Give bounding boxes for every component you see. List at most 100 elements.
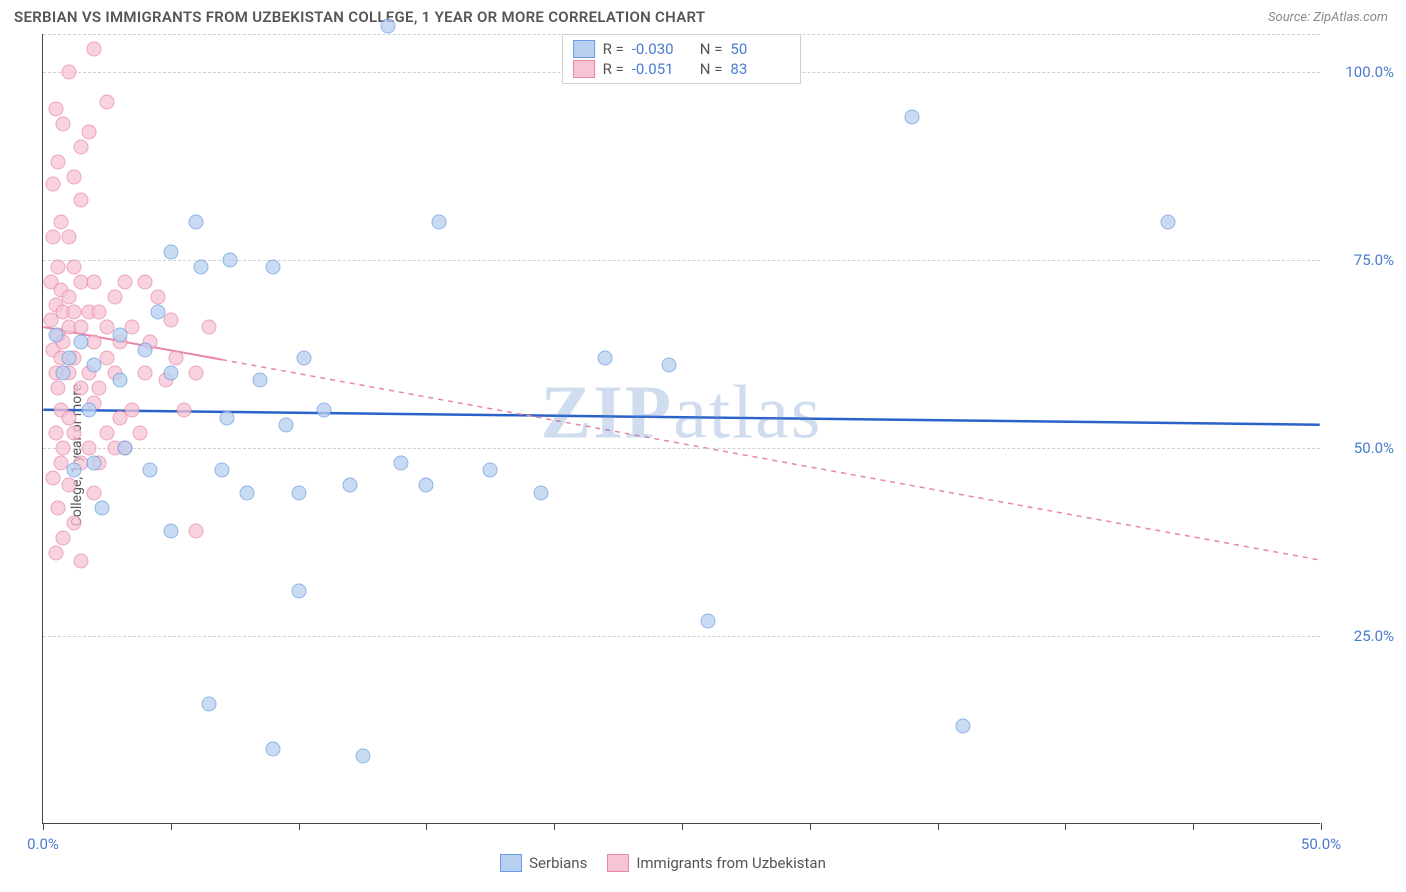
scatter-point — [92, 305, 107, 320]
scatter-point — [66, 260, 81, 275]
legend-label: Serbians — [529, 854, 587, 872]
y-tick-label: 25.0% — [1330, 627, 1394, 645]
legend-n-value: 83 — [730, 60, 790, 78]
scatter-point — [92, 380, 107, 395]
scatter-point — [189, 523, 204, 538]
gridline — [43, 636, 1320, 637]
scatter-point — [94, 501, 109, 516]
scatter-point — [99, 94, 114, 109]
scatter-point — [163, 365, 178, 380]
scatter-point — [112, 327, 127, 342]
scatter-point — [74, 192, 89, 207]
scatter-point — [151, 290, 166, 305]
scatter-point — [202, 696, 217, 711]
scatter-point — [266, 260, 281, 275]
scatter-point — [956, 719, 971, 734]
scatter-point — [168, 350, 183, 365]
scatter-point — [393, 455, 408, 470]
chart-container: College, 1 year or more ZIPatlas R =-0.0… — [0, 30, 1406, 880]
legend-correlation: R =-0.030N =50R =-0.051N =83 — [562, 34, 802, 84]
scatter-point — [51, 501, 66, 516]
scatter-point — [291, 583, 306, 598]
legend-series: Serbians Immigrants from Uzbekistan — [0, 854, 1326, 872]
scatter-point — [66, 169, 81, 184]
scatter-point — [51, 260, 66, 275]
scatter-point — [61, 230, 76, 245]
legend-n-label: N = — [700, 40, 723, 58]
scatter-point — [138, 365, 153, 380]
scatter-point — [82, 440, 97, 455]
chart-header: SERBIAN VS IMMIGRANTS FROM UZBEKISTAN CO… — [0, 0, 1406, 30]
scatter-point — [117, 440, 132, 455]
scatter-point — [143, 463, 158, 478]
scatter-point — [202, 320, 217, 335]
scatter-point — [48, 546, 63, 561]
legend-swatch — [573, 60, 595, 78]
legend-r-label: R = — [603, 40, 624, 58]
scatter-point — [163, 312, 178, 327]
x-tick-label: 0.0% — [27, 835, 59, 853]
legend-r-value: -0.030 — [632, 40, 692, 58]
scatter-point — [56, 365, 71, 380]
x-tick — [1065, 823, 1066, 830]
scatter-point — [66, 516, 81, 531]
scatter-point — [107, 290, 122, 305]
scatter-point — [61, 410, 76, 425]
scatter-point — [112, 373, 127, 388]
scatter-point — [82, 403, 97, 418]
scatter-point — [163, 523, 178, 538]
scatter-point — [189, 215, 204, 230]
scatter-point — [133, 425, 148, 440]
scatter-point — [74, 553, 89, 568]
x-tick — [1193, 823, 1194, 830]
chart-title: SERBIAN VS IMMIGRANTS FROM UZBEKISTAN CO… — [14, 8, 705, 26]
scatter-point — [46, 177, 61, 192]
scatter-point — [66, 305, 81, 320]
scatter-point — [240, 485, 255, 500]
scatter-point — [381, 19, 396, 34]
x-tick — [1321, 823, 1322, 830]
x-tick — [810, 823, 811, 830]
scatter-point — [99, 350, 114, 365]
scatter-point — [905, 109, 920, 124]
y-tick-label: 75.0% — [1330, 251, 1394, 269]
scatter-point — [253, 373, 268, 388]
scatter-point — [296, 350, 311, 365]
scatter-point — [48, 327, 63, 342]
legend-r-value: -0.051 — [632, 60, 692, 78]
scatter-point — [355, 749, 370, 764]
scatter-point — [278, 418, 293, 433]
scatter-point — [46, 470, 61, 485]
scatter-point — [61, 64, 76, 79]
scatter-point — [61, 350, 76, 365]
scatter-point — [87, 485, 102, 500]
legend-label: Immigrants from Uzbekistan — [636, 854, 826, 872]
legend-r-label: R = — [603, 60, 624, 78]
scatter-point — [56, 440, 71, 455]
scatter-point — [214, 463, 229, 478]
scatter-point — [99, 425, 114, 440]
scatter-point — [291, 485, 306, 500]
legend-item: Serbians — [500, 854, 587, 872]
x-tick — [554, 823, 555, 830]
chart-source: Source: ZipAtlas.com — [1268, 10, 1388, 25]
scatter-point — [74, 335, 89, 350]
scatter-point — [87, 335, 102, 350]
scatter-point — [138, 275, 153, 290]
scatter-point — [317, 403, 332, 418]
scatter-point — [700, 613, 715, 628]
scatter-point — [74, 139, 89, 154]
scatter-point — [194, 260, 209, 275]
y-tick-label: 100.0% — [1330, 63, 1394, 81]
x-tick-label: 50.0% — [1301, 835, 1341, 853]
scatter-point — [61, 478, 76, 493]
scatter-point — [51, 380, 66, 395]
scatter-point — [342, 478, 357, 493]
scatter-point — [419, 478, 434, 493]
plot-area: ZIPatlas R =-0.030N =50R =-0.051N =83 25… — [42, 34, 1320, 824]
scatter-point — [82, 124, 97, 139]
scatter-point — [48, 425, 63, 440]
scatter-point — [163, 245, 178, 260]
scatter-point — [151, 305, 166, 320]
scatter-point — [46, 230, 61, 245]
